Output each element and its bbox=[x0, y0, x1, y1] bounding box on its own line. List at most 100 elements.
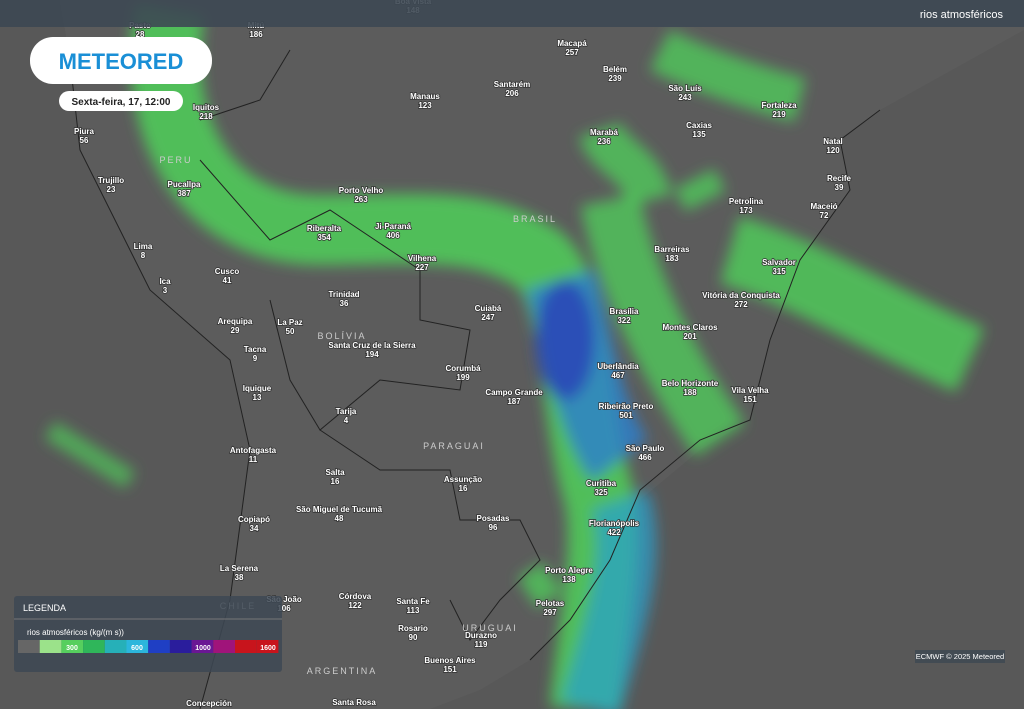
city-value: 151 bbox=[743, 395, 757, 404]
city-value: 194 bbox=[365, 350, 379, 359]
city-value: 16 bbox=[459, 484, 468, 493]
city-value: 41 bbox=[223, 276, 232, 285]
city-name: Corumbá bbox=[445, 364, 481, 373]
city-name: Maceió bbox=[810, 202, 837, 211]
city-name: Salta bbox=[325, 468, 345, 477]
city-name: Recife bbox=[827, 174, 852, 183]
city-value: 16 bbox=[331, 477, 340, 486]
city-name: Tarija bbox=[336, 407, 357, 416]
city-name: São Paulo bbox=[626, 444, 665, 453]
city-name: Córdova bbox=[339, 592, 372, 601]
city-name: Salvador bbox=[762, 258, 796, 267]
city-name: Assunção bbox=[444, 475, 482, 484]
legend-swatch bbox=[169, 640, 192, 653]
legend-tick: 1000 bbox=[195, 645, 211, 652]
city-name: Caxias bbox=[686, 121, 712, 130]
city-name: Porto Alegre bbox=[545, 566, 593, 575]
legend-swatch bbox=[61, 640, 84, 653]
city-value: 219 bbox=[772, 110, 786, 119]
city-name: Vilhena bbox=[408, 254, 437, 263]
city-name: Manaus bbox=[410, 92, 440, 101]
city-name: La Paz bbox=[277, 318, 302, 327]
city-value: 387 bbox=[177, 189, 191, 198]
city-value: 325 bbox=[594, 488, 608, 497]
city-value: 48 bbox=[335, 514, 344, 523]
city-name: Petrolina bbox=[729, 197, 764, 206]
city-value: 11 bbox=[249, 455, 258, 464]
city-name: Macapá bbox=[557, 39, 587, 48]
city-name: Santa Cruz de la Sierra bbox=[328, 341, 416, 350]
legend-swatch bbox=[126, 640, 149, 653]
city-value: 236 bbox=[597, 137, 611, 146]
city-name: Campo Grande bbox=[485, 388, 543, 397]
city-name: Posadas bbox=[477, 514, 510, 523]
logo: METEORED bbox=[59, 49, 184, 74]
legend-swatch bbox=[256, 640, 279, 653]
city-name: Vila Velha bbox=[731, 386, 769, 395]
city-value: 3 bbox=[163, 286, 168, 295]
city-name: Cuiabá bbox=[475, 304, 502, 313]
city-value: 243 bbox=[678, 93, 692, 102]
city-value: 322 bbox=[617, 316, 631, 325]
legend-swatch bbox=[235, 640, 257, 653]
city-name: Cusco bbox=[215, 267, 240, 276]
city-value: 138 bbox=[562, 575, 576, 584]
legend-swatch bbox=[83, 640, 105, 653]
city-name: Iquique bbox=[243, 384, 272, 393]
city-value: 151 bbox=[443, 665, 457, 674]
city-value: 186 bbox=[249, 30, 263, 39]
legend-tick: 300 bbox=[66, 645, 78, 652]
city-value: 13 bbox=[253, 393, 262, 402]
country-label: ARGENTINA bbox=[307, 666, 378, 676]
city-name: Florianópolis bbox=[589, 519, 640, 528]
city-value: 90 bbox=[409, 633, 418, 642]
legend-swatch bbox=[104, 640, 127, 653]
city-value: 123 bbox=[418, 101, 432, 110]
city-value: 406 bbox=[386, 231, 400, 240]
city-name: Montes Claros bbox=[662, 323, 718, 332]
city-value: 34 bbox=[250, 524, 259, 533]
city-value: 4 bbox=[344, 416, 349, 425]
city-value: 38 bbox=[235, 573, 244, 582]
city-name: Iquitos bbox=[193, 103, 220, 112]
city-name: Belo Horizonte bbox=[662, 379, 719, 388]
city-value: 9 bbox=[253, 354, 258, 363]
city-value: 466 bbox=[638, 453, 652, 462]
city-value: 239 bbox=[608, 74, 622, 83]
city-value: 113 bbox=[407, 606, 420, 615]
city-name: Ica bbox=[159, 277, 171, 286]
city-value: 56 bbox=[80, 136, 89, 145]
city-value: 187 bbox=[507, 397, 521, 406]
country-label: BOLÍVIA bbox=[317, 331, 366, 341]
credit-box bbox=[915, 650, 1005, 663]
city-value: 188 bbox=[683, 388, 697, 397]
city-name: Pucallpa bbox=[168, 180, 201, 189]
city-value: 227 bbox=[415, 263, 429, 272]
country-label: PERU bbox=[159, 155, 192, 165]
city-name: Riberalta bbox=[307, 224, 342, 233]
credit: ECMWF © 2025 Meteored bbox=[916, 652, 1004, 661]
city-name: São João bbox=[266, 595, 302, 604]
city-name: São Luís bbox=[668, 84, 702, 93]
city-value: 23 bbox=[107, 185, 116, 194]
city-name: Uberlândia bbox=[597, 362, 639, 371]
city-name: Concepción bbox=[186, 699, 232, 708]
city-value: 120 bbox=[826, 146, 840, 155]
city-name: Copiapó bbox=[238, 515, 270, 524]
city-name: Rosario bbox=[398, 624, 428, 633]
date: Sexta-feira, 17, 12:00 bbox=[72, 97, 171, 108]
city-value: 119 bbox=[475, 640, 488, 649]
city-name: Belém bbox=[603, 65, 627, 74]
city-value: 201 bbox=[683, 332, 697, 341]
city-value: 297 bbox=[543, 608, 557, 617]
legend-title: LEGENDA bbox=[23, 603, 66, 613]
city-name: La Serena bbox=[220, 564, 259, 573]
city-value: 206 bbox=[505, 89, 519, 98]
city-value: 199 bbox=[456, 373, 470, 382]
city-name: Fortaleza bbox=[761, 101, 797, 110]
city-name: Lima bbox=[134, 242, 153, 251]
city-value: 247 bbox=[481, 313, 495, 322]
city-value: 28 bbox=[136, 30, 145, 39]
legend-tick: 600 bbox=[131, 645, 143, 652]
logo-box bbox=[30, 37, 212, 84]
